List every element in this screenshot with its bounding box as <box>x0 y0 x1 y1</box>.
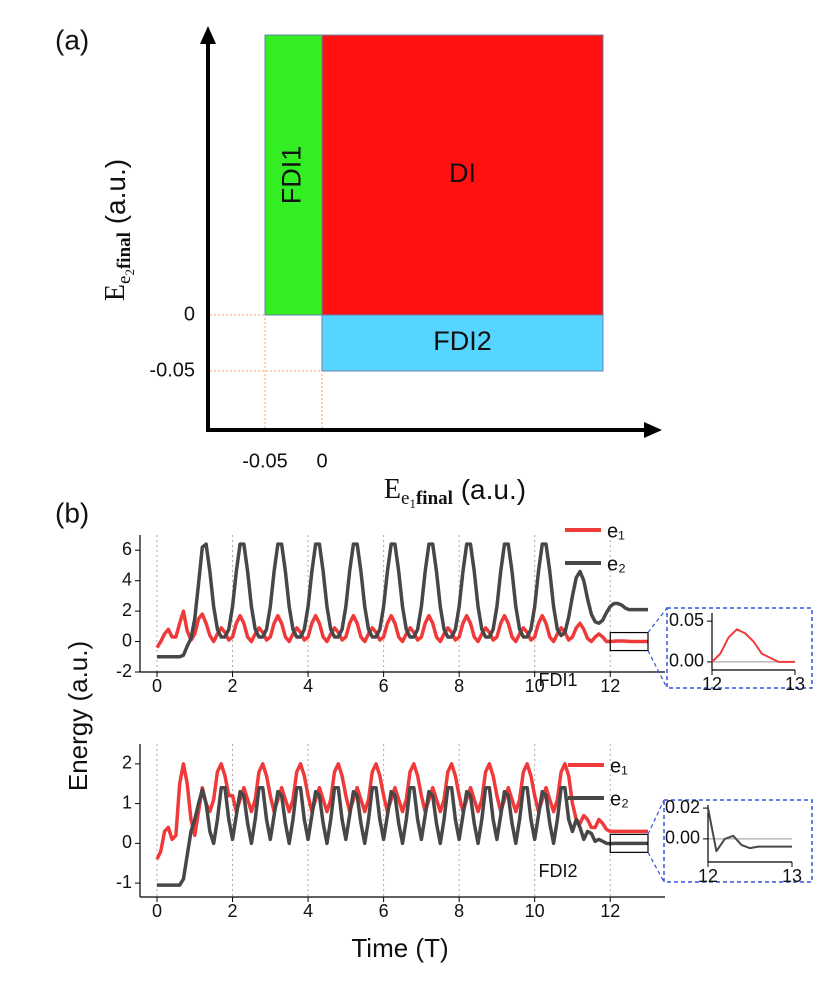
y-axis-label: Energy (a.u.) <box>63 641 93 791</box>
x-tick-label: 10 <box>525 901 545 921</box>
region <box>321 34 604 316</box>
label-part: (a.u.) <box>453 474 526 505</box>
x-tick-label: 6 <box>379 676 389 696</box>
series-line <box>155 609 648 649</box>
y-tick-label: 2 <box>122 753 132 773</box>
y-tick-label: -2 <box>116 661 132 681</box>
legend-label: e₂ <box>607 553 626 575</box>
x-tick-label: 12 <box>600 676 620 696</box>
x-tick-label: 0 <box>152 676 162 696</box>
annotation: FDI2 <box>538 861 577 881</box>
x-tick-label: 8 <box>454 676 464 696</box>
zoom-box <box>609 631 649 652</box>
label-part: E <box>100 284 131 301</box>
arrowhead <box>200 26 216 44</box>
y-tick-label: 1 <box>122 792 132 812</box>
label-part: 2 <box>122 269 137 276</box>
y-axis-label: Ee2final (a.u.) <box>100 159 137 301</box>
zoom-connector <box>647 852 665 883</box>
legend-label: e₂ <box>610 788 629 810</box>
y-tick-label: 0.02 <box>665 797 700 817</box>
x-tick-label: 4 <box>303 901 313 921</box>
region <box>264 34 323 316</box>
x-tick-label: 4 <box>303 676 313 696</box>
x-tick-label: 0 <box>152 901 162 921</box>
region-label: FDI2 <box>433 326 492 356</box>
x-tick-label: 12 <box>698 866 718 886</box>
x-tick-label: 13 <box>782 866 802 886</box>
label-part: final <box>416 488 453 509</box>
label-part: e <box>401 488 409 509</box>
zoom-box <box>609 833 649 853</box>
panel-label: (b) <box>55 497 89 528</box>
x-axis-label: Time (T) <box>351 933 448 963</box>
y-tick-label: 0 <box>122 630 132 650</box>
inset-frame <box>666 607 813 689</box>
arrowhead <box>644 422 662 438</box>
x-tick-label: -0.05 <box>242 450 288 472</box>
region-label: DI <box>449 158 476 188</box>
annotation: FDI1 <box>538 670 577 690</box>
label-part: E <box>384 474 401 505</box>
y-tick-label: 6 <box>122 539 132 559</box>
x-tick-label: 12 <box>600 901 620 921</box>
series-line <box>711 628 795 663</box>
y-tick-label: 0.05 <box>669 610 704 630</box>
series-line <box>707 807 792 853</box>
x-tick-label: 0 <box>316 450 327 472</box>
y-tick-label: 4 <box>122 569 132 589</box>
x-tick-label: 2 <box>228 901 238 921</box>
zoom-connector <box>647 799 665 835</box>
x-tick-label: 2 <box>228 676 238 696</box>
y-tick-label: -1 <box>116 872 132 892</box>
inset-frame <box>663 799 813 883</box>
label-part: e <box>114 276 135 284</box>
region-label: FDI1 <box>277 146 307 205</box>
legend-label: e₁ <box>607 520 625 542</box>
panel-label: (a) <box>55 24 89 55</box>
y-tick-label: 0 <box>184 303 195 325</box>
legend-label: e₁ <box>610 755 628 777</box>
region <box>321 314 604 372</box>
x-tick-label: 10 <box>525 676 545 696</box>
y-tick-label: -0.05 <box>149 359 195 381</box>
x-tick-label: 8 <box>454 901 464 921</box>
y-tick-label: 0.00 <box>669 651 704 671</box>
x-axis-label: Ee1final (a.u.) <box>384 474 526 511</box>
x-tick-label: 12 <box>702 674 722 694</box>
x-tick-label: 13 <box>785 674 805 694</box>
y-tick-label: 0 <box>122 832 132 852</box>
series-line <box>157 785 648 887</box>
x-tick-label: 6 <box>379 901 389 921</box>
label-part: final <box>114 232 135 269</box>
label-part: (a.u.) <box>100 159 131 232</box>
label-part: 1 <box>409 496 416 511</box>
y-tick-label: 0.00 <box>665 828 700 848</box>
y-tick-label: 2 <box>122 600 132 620</box>
zoom-connector <box>647 607 668 633</box>
series-line <box>157 542 648 659</box>
zoom-connector <box>647 650 668 689</box>
